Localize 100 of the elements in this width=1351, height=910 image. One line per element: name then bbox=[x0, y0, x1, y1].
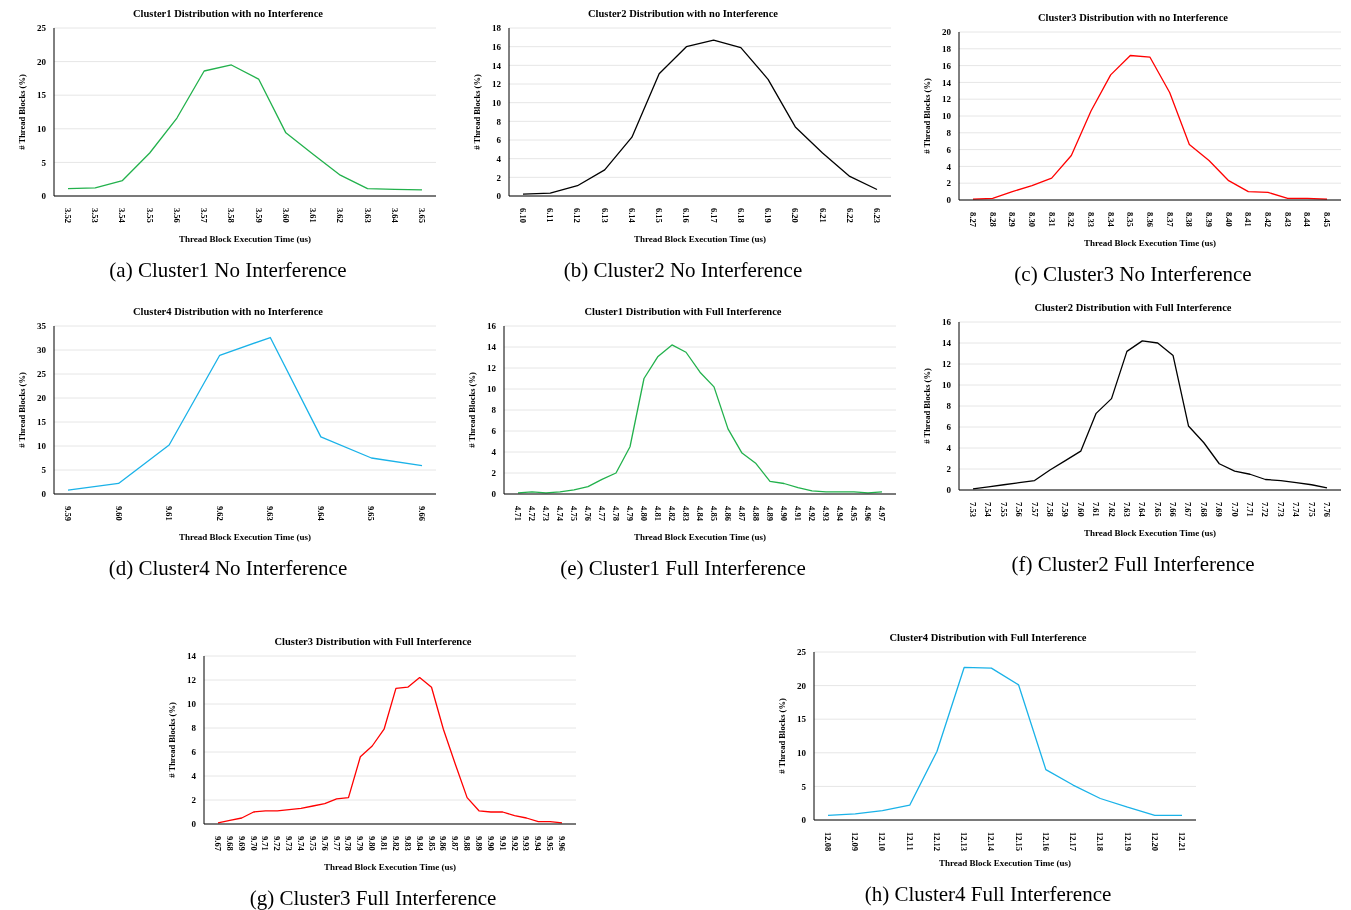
chart-title: Cluster3 Distribution with Full Interference bbox=[273, 636, 473, 649]
x-tick-label: 3.52 bbox=[63, 208, 73, 223]
x-tick-label: 4.95 bbox=[849, 506, 859, 521]
x-tick-label: 9.74 bbox=[296, 836, 307, 852]
x-axis-title: Thread Block Execution Time (us) bbox=[1083, 528, 1217, 538]
y-tick-label: 6 bbox=[946, 144, 952, 155]
x-tick-label: 3.54 bbox=[117, 208, 128, 224]
y-axis-title: # Thread Blocks (%) bbox=[17, 74, 28, 150]
y-axis-title: # Thread Blocks (%) bbox=[777, 698, 788, 774]
y-tick-label: 10 bbox=[37, 124, 47, 134]
x-tick-label: 7.68 bbox=[1198, 502, 1209, 517]
y-tick-label: 14 bbox=[942, 338, 952, 349]
x-tick-label: 7.72 bbox=[1260, 502, 1271, 517]
x-tick-label: 6.23 bbox=[872, 208, 882, 223]
line-series bbox=[517, 344, 883, 494]
x-tick-label: 4.96 bbox=[863, 506, 873, 521]
x-tick-label: 4.86 bbox=[723, 506, 733, 521]
x-tick-label: 9.68 bbox=[224, 836, 235, 851]
y-tick-label: 2 bbox=[191, 795, 197, 806]
x-tick-label: 7.57 bbox=[1029, 502, 1040, 518]
y-tick-label: 6 bbox=[191, 747, 197, 758]
x-tick-label: 9.73 bbox=[284, 836, 295, 851]
x-tick-label: 4.78 bbox=[611, 506, 621, 521]
y-tick-label: 2 bbox=[496, 172, 502, 183]
x-tick-label: 7.60 bbox=[1075, 502, 1086, 517]
x-tick-label: 8.42 bbox=[1263, 212, 1273, 227]
x-tick-label: 8.34 bbox=[1105, 212, 1116, 228]
y-tick-label: 10 bbox=[797, 747, 807, 758]
chart-title: Cluster2 Distribution with no Interference bbox=[587, 8, 779, 21]
x-tick-label: 9.91 bbox=[497, 836, 508, 851]
x-tick-label: 12.12 bbox=[931, 832, 942, 852]
y-axis-title: # Thread Blocks (%) bbox=[167, 702, 178, 778]
x-tick-label: 9.92 bbox=[509, 836, 520, 851]
x-tick-label: 4.74 bbox=[555, 506, 565, 522]
x-axis-title: Thread Block Execution Time (us) bbox=[938, 858, 1072, 868]
y-tick-label: 25 bbox=[37, 369, 47, 380]
chart-title: Cluster1 Distribution with no Interference bbox=[132, 8, 324, 21]
y-tick-label: 10 bbox=[37, 441, 47, 452]
y-tick-label: 2 bbox=[946, 464, 952, 475]
x-tick-label: 4.92 bbox=[807, 506, 817, 521]
x-tick-label: 12.11 bbox=[904, 832, 915, 851]
y-tick-label: 20 bbox=[942, 27, 952, 38]
chart-title: Cluster4 Distribution with no Interference bbox=[132, 306, 324, 319]
x-tick-label: 9.93 bbox=[521, 836, 532, 851]
x-tick-label: 12.18 bbox=[1095, 832, 1106, 852]
x-tick-label: 8.31 bbox=[1046, 212, 1057, 227]
text: (a) Cluster1 No Interference bbox=[108, 258, 348, 283]
x-axis-title: Thread Block Execution Time (us) bbox=[323, 862, 457, 872]
x-tick-label: 9.80 bbox=[367, 836, 378, 851]
y-tick-label: 0 bbox=[946, 485, 952, 496]
text: (g) Cluster3 Full Interference bbox=[248, 886, 498, 910]
x-tick-label: 8.29 bbox=[1007, 212, 1018, 227]
x-tick-label: 6.18 bbox=[735, 208, 746, 223]
chart-title: Cluster3 Distribution with no Interference bbox=[1037, 12, 1229, 25]
x-tick-label: 6.14 bbox=[626, 208, 637, 224]
x-axis-title: Thread Block Execution Time (us) bbox=[178, 234, 312, 244]
x-tick-label: 9.65 bbox=[366, 506, 377, 521]
x-tick-label: 4.94 bbox=[835, 506, 845, 522]
x-tick-label: 8.35 bbox=[1125, 212, 1136, 227]
x-tick-label: 6.10 bbox=[518, 208, 528, 223]
x-tick-label: 9.67 bbox=[213, 836, 223, 852]
x-tick-label: 4.83 bbox=[681, 506, 691, 521]
x-tick-label: 3.64 bbox=[389, 208, 400, 224]
x-tick-label: 7.65 bbox=[1152, 502, 1163, 517]
x-tick-label: 7.69 bbox=[1214, 502, 1225, 517]
x-tick-label: 3.63 bbox=[362, 208, 373, 223]
y-tick-label: 20 bbox=[37, 56, 47, 67]
x-tick-label: 9.66 bbox=[417, 506, 427, 521]
y-tick-label: 12 bbox=[492, 79, 502, 90]
x-tick-label: 7.66 bbox=[1168, 502, 1179, 517]
x-tick-label: 6.20 bbox=[790, 208, 801, 223]
x-tick-label: 8.44 bbox=[1302, 212, 1313, 228]
x-tick-label: 9.95 bbox=[545, 836, 556, 851]
y-tick-label: 16 bbox=[492, 41, 502, 52]
y-tick-label: 25 bbox=[797, 647, 807, 658]
x-tick-label: 9.72 bbox=[272, 836, 283, 851]
y-tick-label: 6 bbox=[491, 426, 497, 437]
x-tick-label: 12.17 bbox=[1068, 832, 1079, 852]
x-tick-label: 8.30 bbox=[1027, 212, 1037, 227]
x-tick-label: 9.88 bbox=[462, 836, 473, 851]
x-tick-label: 6.11 bbox=[545, 208, 556, 223]
y-tick-label: 16 bbox=[942, 317, 952, 328]
text: (e) Cluster1 Full Interference bbox=[559, 556, 807, 581]
x-tick-label: 9.87 bbox=[450, 836, 461, 852]
y-tick-label: 14 bbox=[487, 342, 497, 353]
x-tick-label: 4.93 bbox=[821, 506, 831, 521]
x-tick-label: 7.56 bbox=[1014, 502, 1025, 517]
y-tick-label: 12 bbox=[187, 675, 197, 686]
chart-title: Cluster1 Distribution with Full Interference bbox=[583, 306, 783, 319]
text: (h) Cluster4 Full Interference bbox=[863, 882, 1113, 907]
x-tick-label: 8.32 bbox=[1066, 212, 1077, 227]
y-tick-label: 12 bbox=[487, 363, 497, 374]
text: (b) Cluster2 No Interference bbox=[562, 258, 804, 283]
y-tick-label: 14 bbox=[187, 651, 197, 662]
x-tick-label: 8.45 bbox=[1322, 212, 1332, 227]
y-tick-label: 16 bbox=[942, 60, 952, 71]
y-tick-label: 14 bbox=[942, 77, 952, 88]
x-tick-label: 9.78 bbox=[343, 836, 354, 851]
x-tick-label: 3.62 bbox=[335, 208, 346, 223]
x-axis-title: Thread Block Execution Time (us) bbox=[178, 532, 312, 542]
